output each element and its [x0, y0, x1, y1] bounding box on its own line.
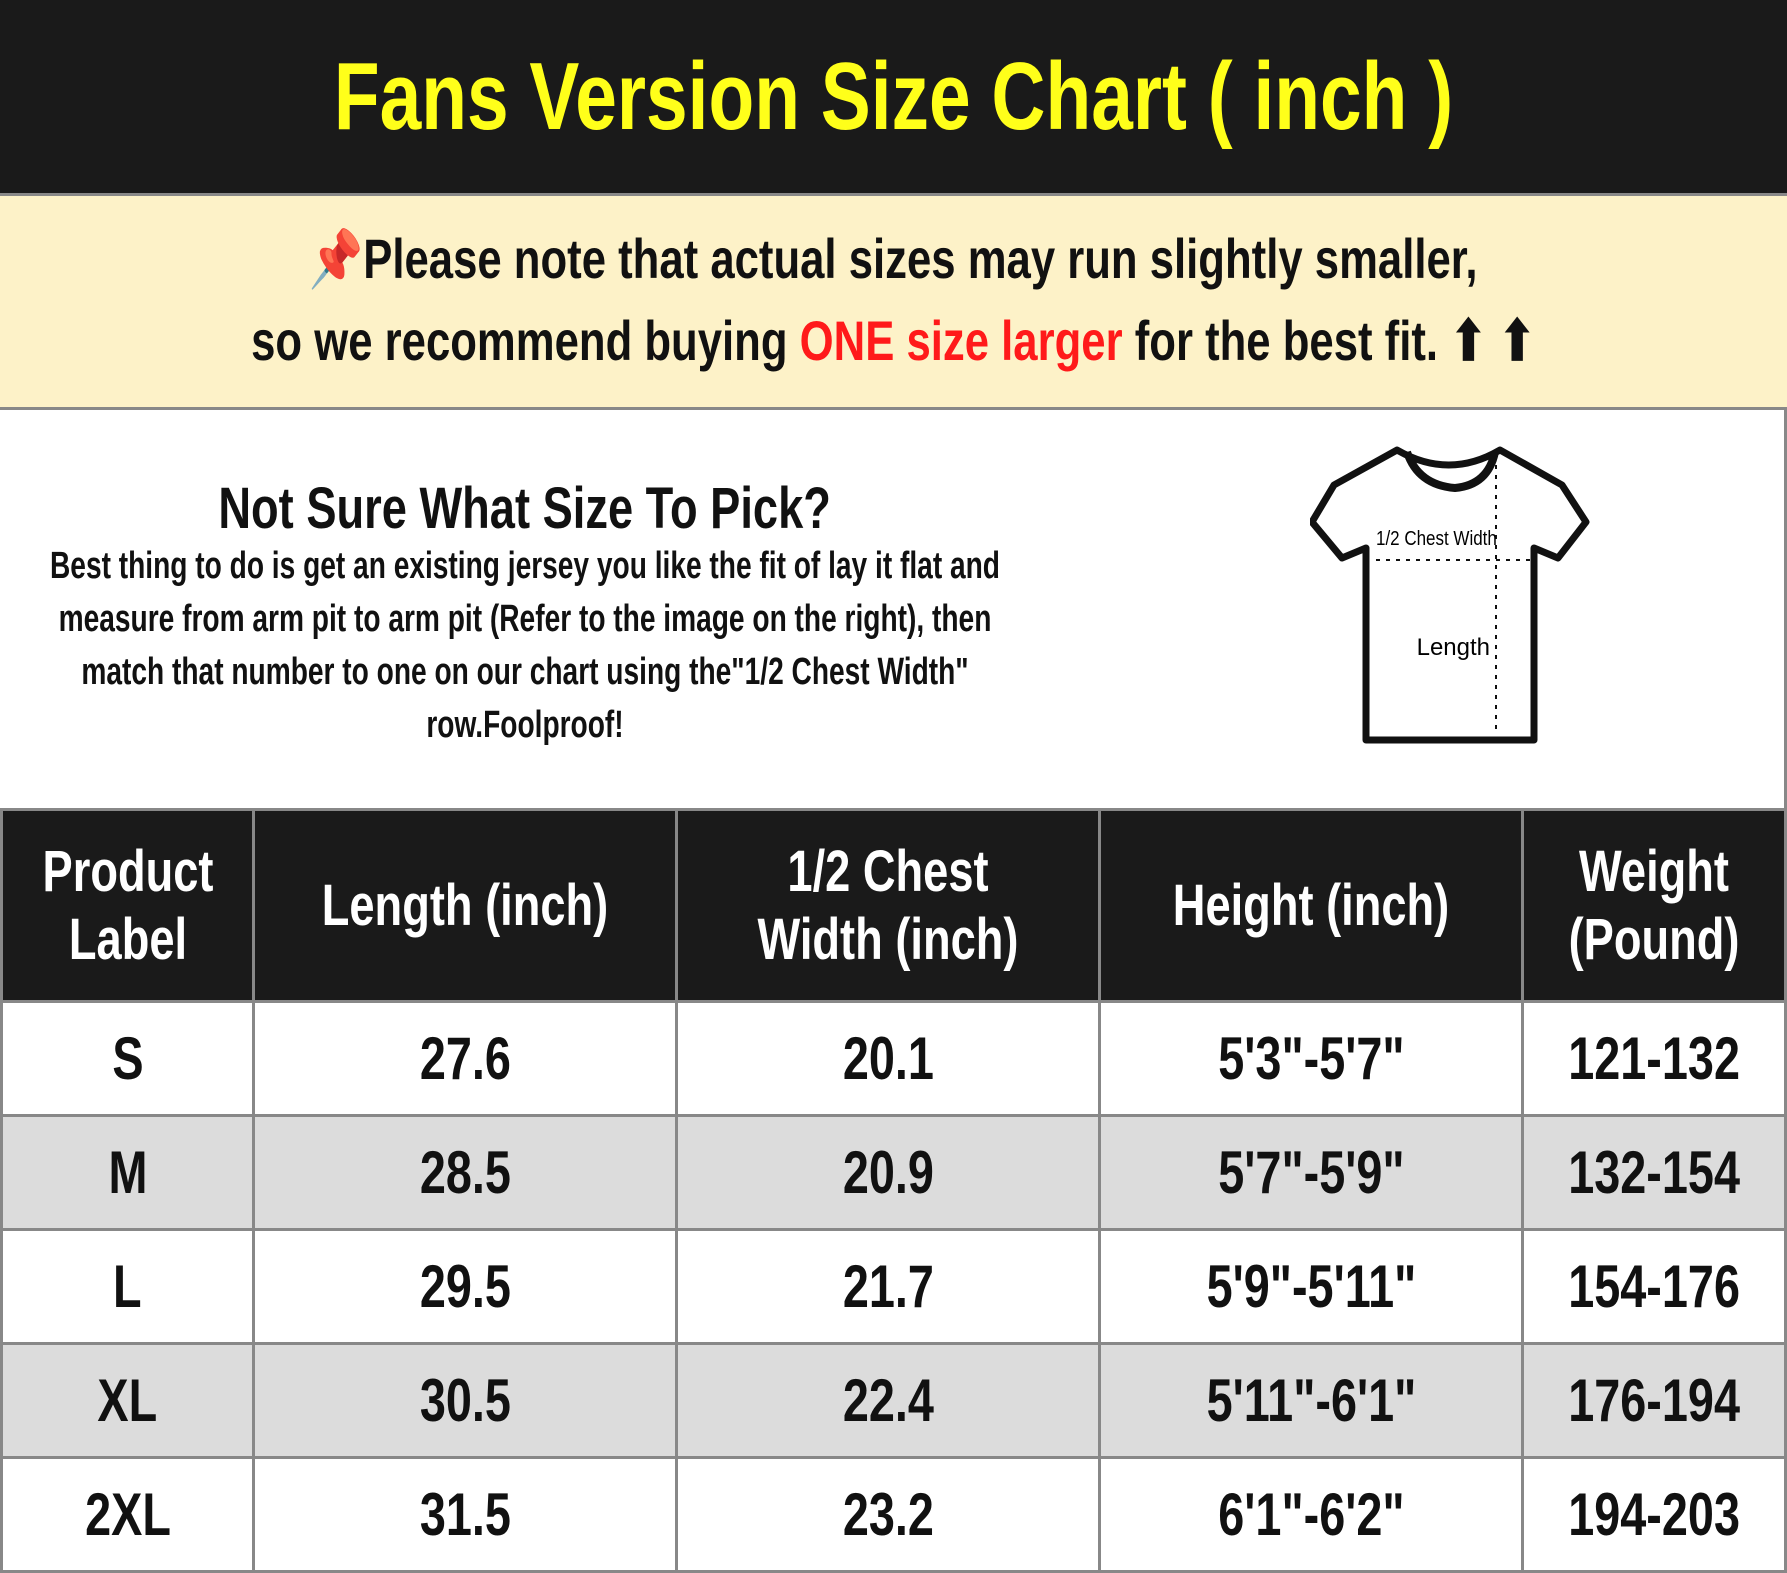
table-cell: 30.5: [252, 1342, 679, 1459]
column-header: Height (inch): [1098, 808, 1525, 1003]
pushpin-icon: 📌: [309, 227, 364, 290]
table-cell: 194-203: [1521, 1456, 1787, 1573]
table-cell: 154-176: [1521, 1228, 1787, 1345]
table-cell: 5'7"-5'9": [1098, 1114, 1525, 1231]
chart-title: Fans Version Size Chart ( inch ): [333, 42, 1454, 150]
chest-width-label: 1/2 Chest Width: [1376, 527, 1497, 550]
size-up-highlight: ONE size larger: [799, 309, 1123, 372]
table-cell: 28.5: [252, 1114, 679, 1231]
column-header: 1/2 Chest Width (inch): [675, 808, 1102, 1003]
table-cell: 5'9"-5'11": [1098, 1228, 1525, 1345]
table-cell: 132-154: [1521, 1114, 1787, 1231]
table-cell: S: [0, 1000, 256, 1117]
table-cell: 27.6: [252, 1000, 679, 1117]
table-cell: 31.5: [252, 1456, 679, 1573]
column-header: Weight (Pound): [1521, 808, 1787, 1003]
table-cell: 176-194: [1521, 1342, 1787, 1459]
table-cell: 5'3"-5'7": [1098, 1000, 1525, 1117]
table-cell: 5'11"-6'1": [1098, 1342, 1525, 1459]
table-cell: 121-132: [1521, 1000, 1787, 1117]
table-cell: 20.1: [675, 1000, 1102, 1117]
table-row: S 27.6 20.1 5'3"-5'7" 121-132: [0, 1000, 1787, 1117]
table-cell: XL: [0, 1342, 256, 1459]
table-cell: 21.7: [675, 1228, 1102, 1345]
size-table: Product Label Length (inch) 1/2 Chest Widt…: [0, 808, 1787, 1573]
table-row: 2XL 31.5 23.2 6'1"-6'2" 194-203: [0, 1456, 1787, 1573]
table-cell: 6'1"-6'2": [1098, 1456, 1525, 1573]
up-arrows-icon: ⬆ ⬆: [1450, 309, 1536, 372]
table-row: M 28.5 20.9 5'7"-5'9" 132-154: [0, 1114, 1787, 1231]
size-guide-info: Not Sure What Size To Pick? Best thing t…: [0, 410, 1787, 808]
length-label: Length: [1417, 634, 1490, 661]
column-header: Product Label: [0, 808, 256, 1003]
tshirt-diagram-icon: 1/2 Chest Width Length: [1310, 446, 1590, 744]
chart-title-bar: Fans Version Size Chart ( inch ): [0, 0, 1787, 193]
table-cell: M: [0, 1114, 256, 1231]
table-cell: 22.4: [675, 1342, 1102, 1459]
table-cell: 23.2: [675, 1456, 1102, 1573]
table-cell: 29.5: [252, 1228, 679, 1345]
sizing-note: 📌Please note that actual sizes may run s…: [0, 193, 1787, 410]
table-cell: L: [0, 1228, 256, 1345]
table-row: L 29.5 21.7 5'9"-5'11" 154-176: [0, 1228, 1787, 1345]
info-heading: Not Sure What Size To Pick?: [218, 476, 832, 541]
info-body: Best thing to do is get an existing jers…: [50, 545, 1000, 746]
table-cell: 20.9: [675, 1114, 1102, 1231]
table-cell: 2XL: [0, 1456, 256, 1573]
table-row: XL 30.5 22.4 5'11"-6'1" 176-194: [0, 1342, 1787, 1459]
column-header: Length (inch): [252, 808, 679, 1003]
